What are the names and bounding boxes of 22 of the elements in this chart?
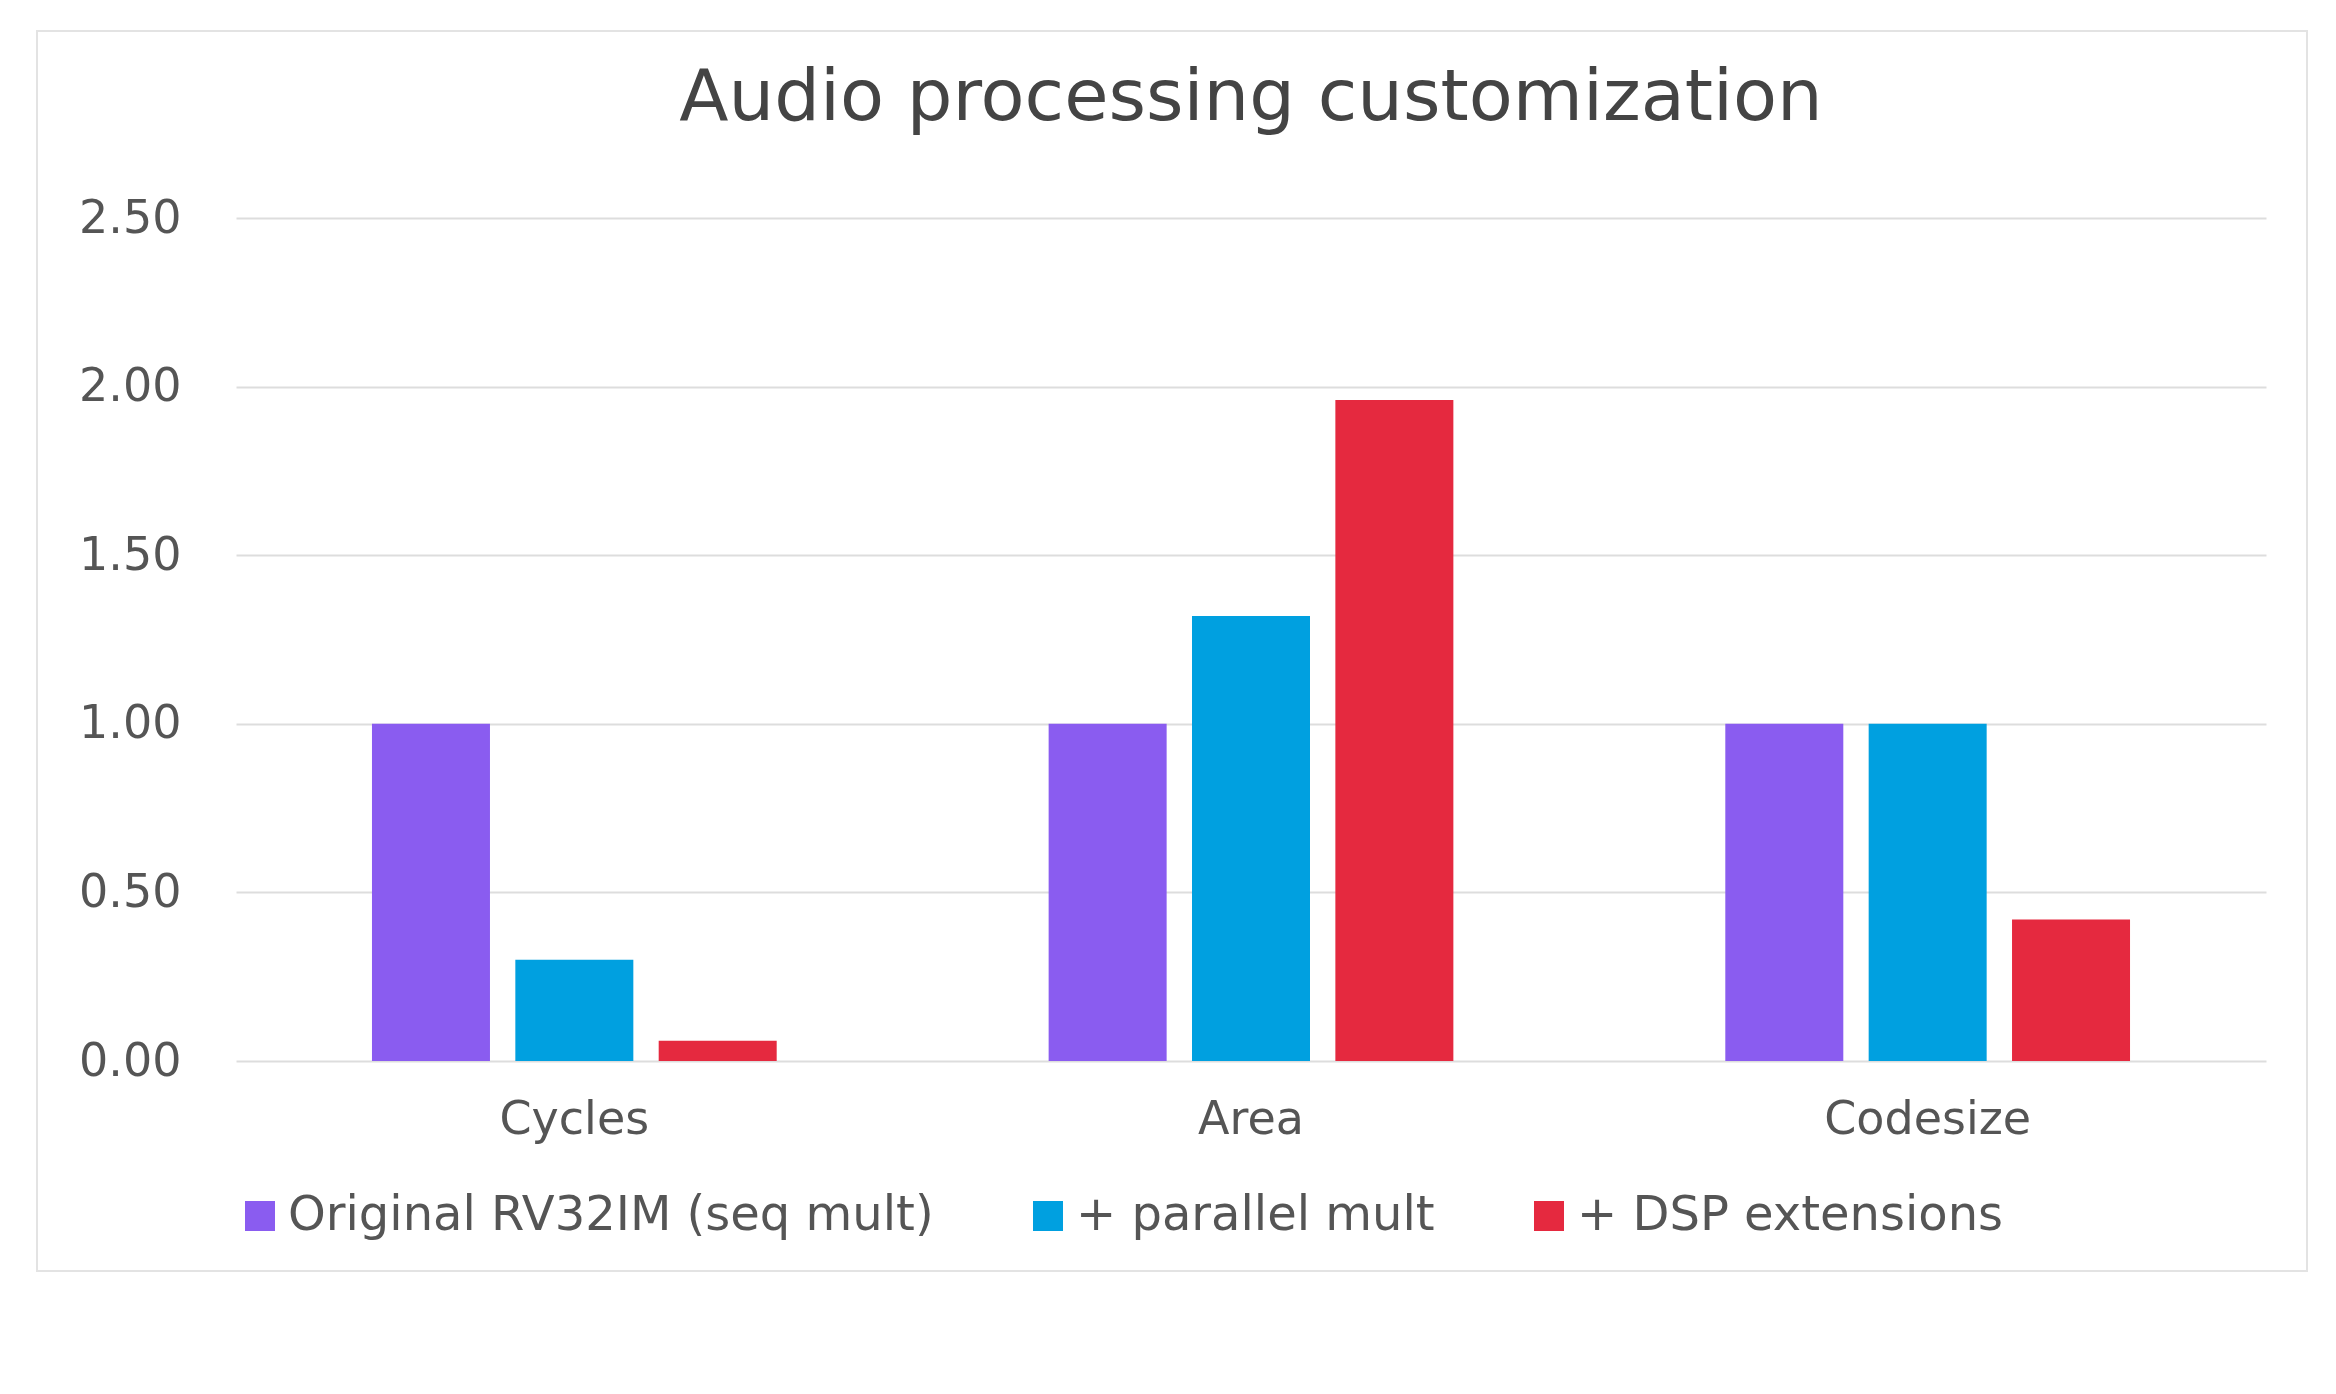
y-tick-label: 0.00	[79, 1032, 182, 1087]
bar	[1868, 723, 1987, 1061]
y-tick-label: 2.50	[79, 189, 182, 244]
bar	[1048, 723, 1167, 1061]
bar	[371, 723, 490, 1061]
y-tick-label: 1.50	[79, 526, 182, 581]
bar	[1192, 615, 1310, 1061]
x-tick-label: Codesize	[1824, 1090, 2032, 1145]
legend-label: + parallel mult	[1076, 1185, 1435, 1241]
bar	[1725, 723, 1844, 1061]
bar	[1335, 400, 1454, 1061]
legend-label: Original RV32IM (seq mult)	[288, 1185, 934, 1241]
y-tick-label: 1.00	[79, 695, 182, 750]
bar	[658, 1040, 777, 1061]
chart-title: Audio processing customization	[679, 53, 1823, 137]
x-tick-label: Area	[1198, 1090, 1304, 1145]
legend-label: + DSP extensions	[1577, 1185, 2004, 1241]
y-tick-label: 0.50	[79, 863, 182, 918]
y-tick-label: 2.00	[79, 358, 182, 413]
x-tick-label: Cycles	[499, 1090, 650, 1145]
bar	[2012, 919, 2131, 1061]
bar	[515, 959, 634, 1061]
